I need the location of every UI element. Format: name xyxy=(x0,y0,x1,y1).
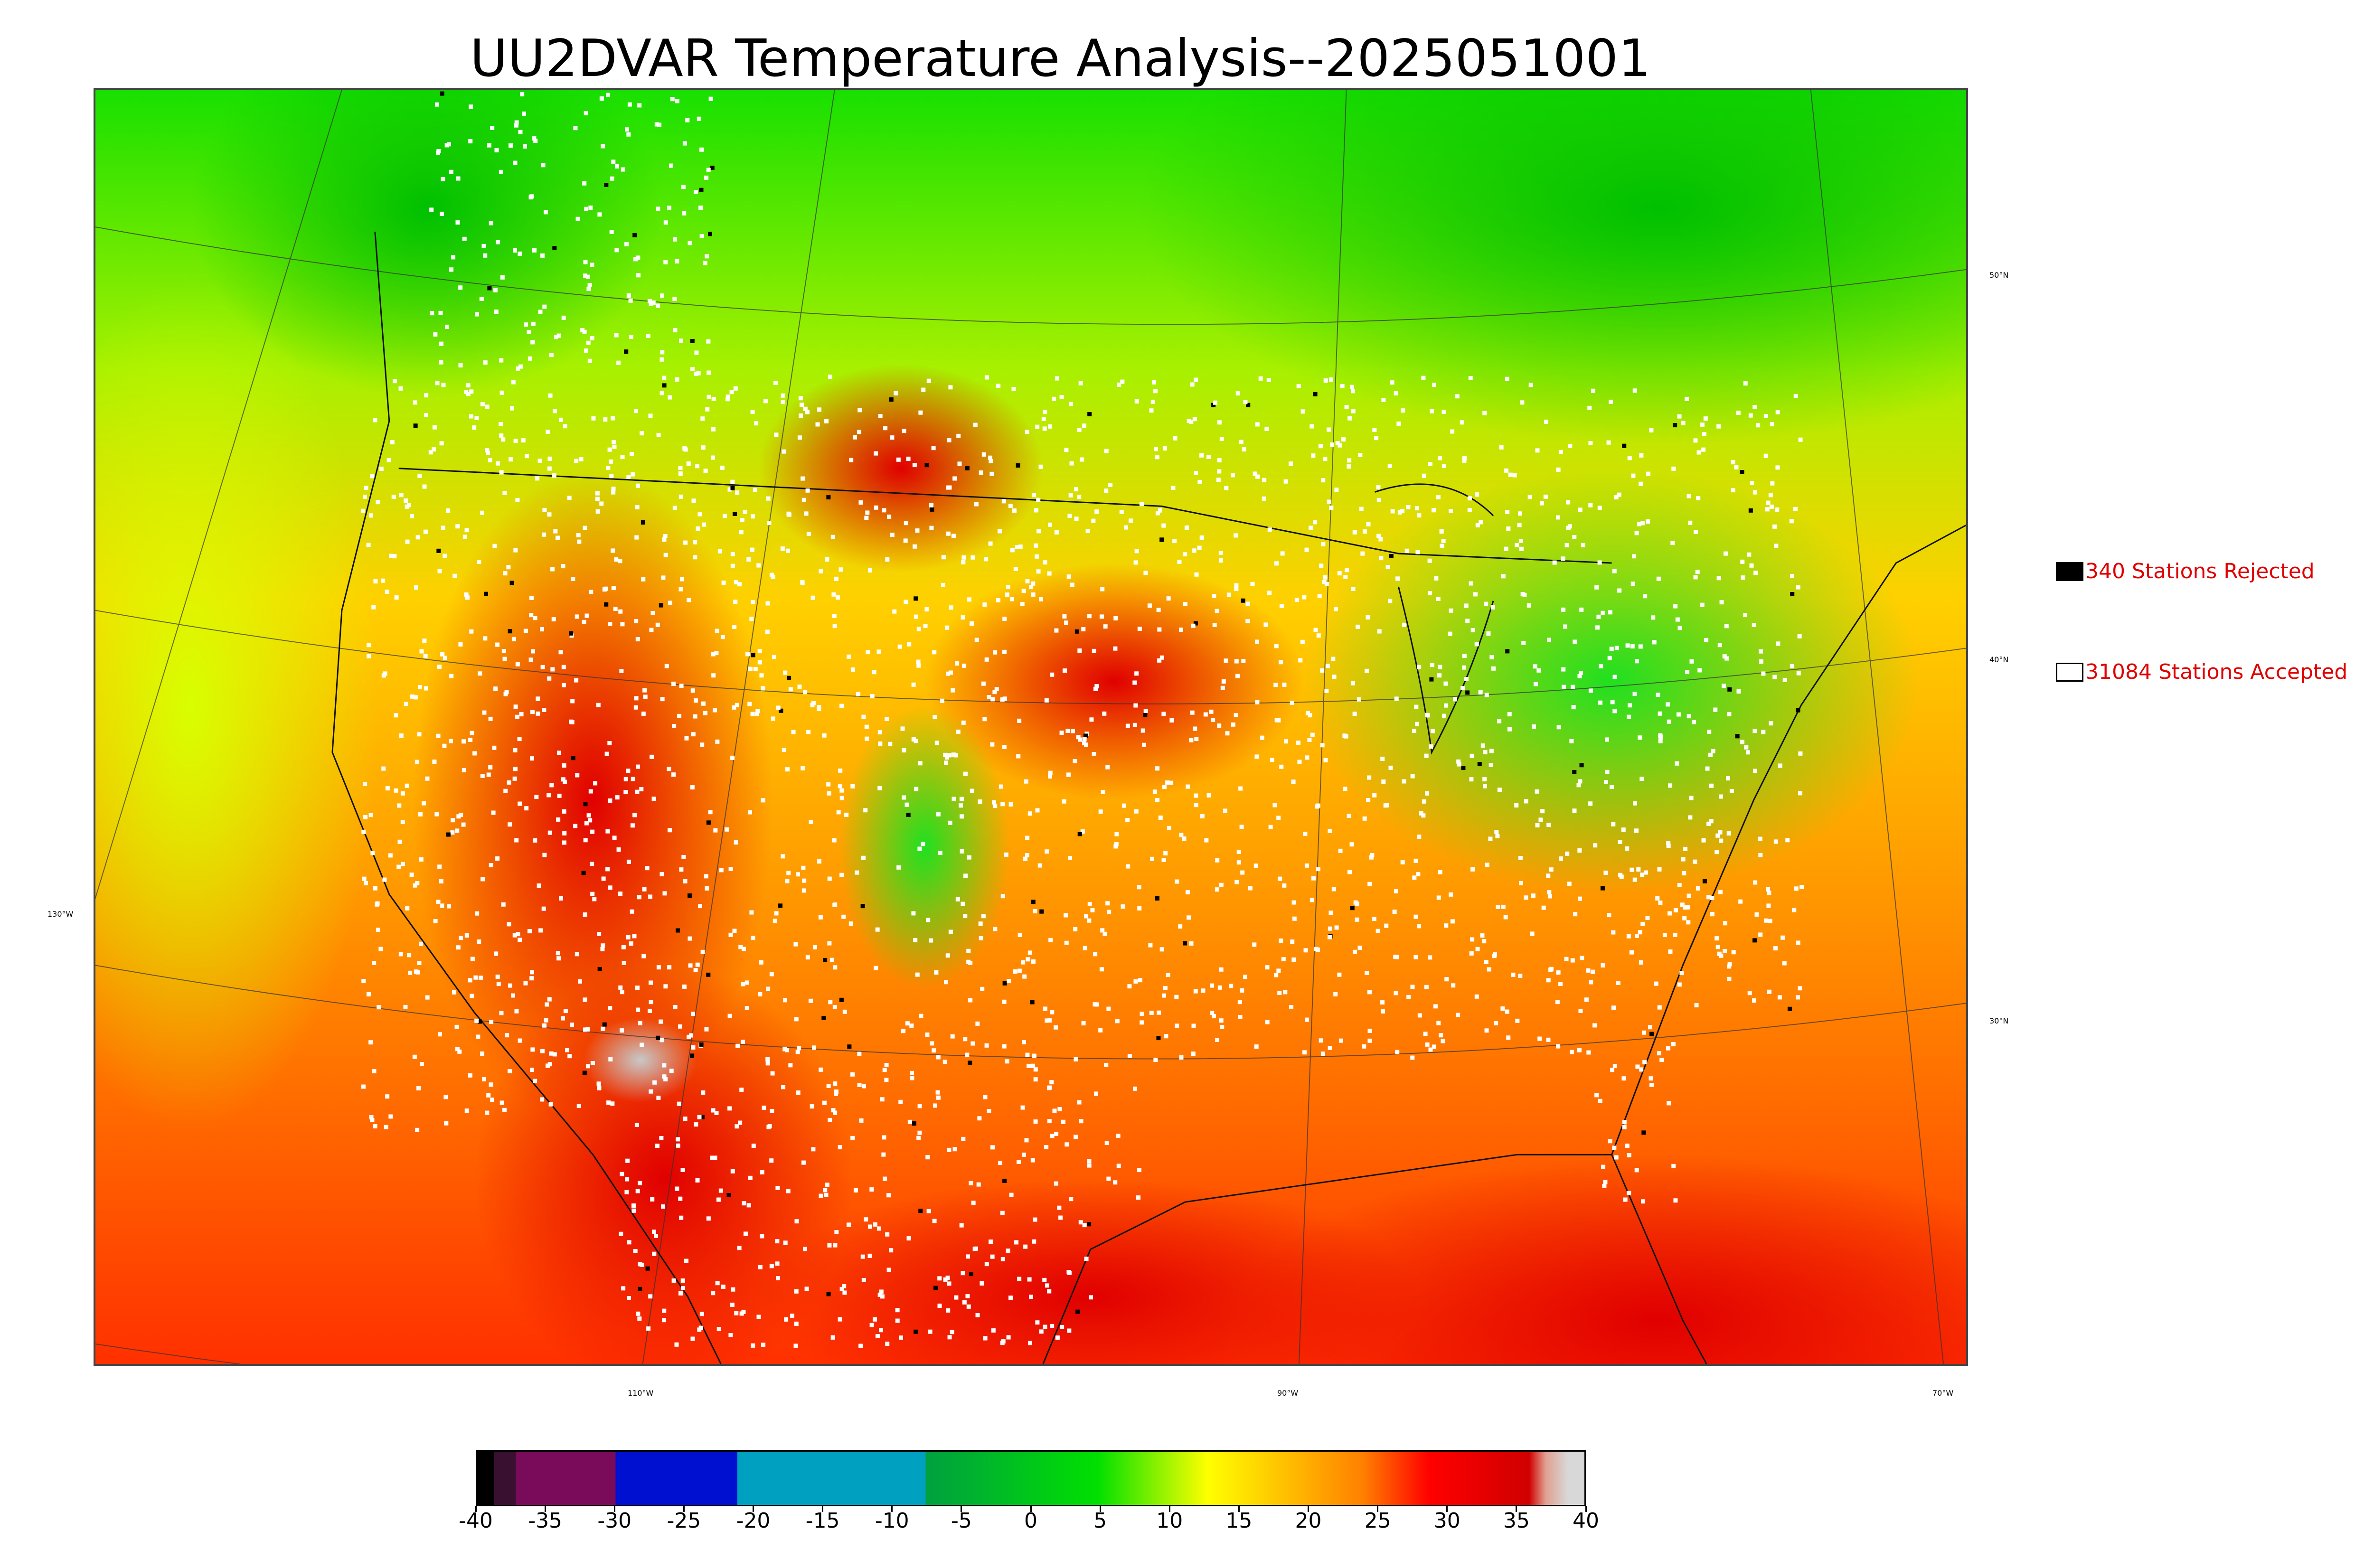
colorbar-tick-mark xyxy=(1168,1506,1170,1512)
colorbar-tick-label: 25 xyxy=(1364,1509,1391,1533)
lat-label-40: 40°N xyxy=(1989,655,2009,664)
colorbar-tick-mark xyxy=(822,1506,824,1512)
colorbar-tick-mark xyxy=(1099,1506,1101,1512)
colorbar-tick-mark xyxy=(475,1506,477,1512)
colorbar-tick-label: -10 xyxy=(875,1509,909,1533)
graticule xyxy=(95,90,1966,1364)
legend-rejected-label: 340 Stations Rejected xyxy=(2085,559,2315,583)
colorbar-tick-mark xyxy=(544,1506,546,1512)
rejected-swatch-icon xyxy=(2056,562,2083,581)
colorbar-tick-label: -15 xyxy=(805,1509,840,1533)
coastlines xyxy=(331,231,1966,1364)
colorbar-tick-label: -40 xyxy=(459,1509,493,1533)
colorbar-tick-mark xyxy=(1238,1506,1240,1512)
colorbar-tick-label: 0 xyxy=(1024,1509,1037,1533)
legend-accepted-label: 31084 Stations Accepted xyxy=(2085,660,2348,684)
map-title: UU2DVAR Temperature Analysis--2025051001 xyxy=(470,29,1651,88)
lon-label-130: 130°W xyxy=(47,910,74,919)
lon-label-90: 90°W xyxy=(1277,1389,1299,1398)
colorbar-tick-label: 40 xyxy=(1573,1509,1599,1533)
lon-label-110: 110°W xyxy=(628,1389,654,1398)
colorbar-tick-label: 15 xyxy=(1225,1509,1253,1533)
legend-rejected: 340 Stations Rejected xyxy=(2056,559,2315,583)
temperature-map[interactable] xyxy=(94,88,1968,1366)
colorbar-tick-mark xyxy=(1585,1506,1587,1512)
colorbar-tick-mark xyxy=(683,1506,685,1512)
colorbar-tick-mark xyxy=(613,1506,615,1512)
colorbar-tick-label: -20 xyxy=(736,1509,771,1533)
station-markers xyxy=(360,91,1804,1348)
colorbar-tick-mark xyxy=(753,1506,754,1512)
colorbar-tick-label: 35 xyxy=(1503,1509,1530,1533)
colorbar-tick-label: -25 xyxy=(667,1509,701,1533)
colorbar-tick-label: -35 xyxy=(528,1509,563,1533)
colorbar-tick-mark xyxy=(1030,1506,1032,1512)
colorbar-tick-mark xyxy=(891,1506,893,1512)
legend-accepted: 31084 Stations Accepted xyxy=(2056,660,2347,684)
temperature-field xyxy=(95,90,1966,1364)
temperature-colorbar xyxy=(476,1450,1586,1506)
colorbar-tick-mark xyxy=(1377,1506,1379,1512)
colorbar-tick-mark xyxy=(1308,1506,1309,1512)
colorbar-tick-label: 30 xyxy=(1433,1509,1460,1533)
colorbar-tick-label: -5 xyxy=(951,1509,972,1533)
colorbar-tick-mark xyxy=(1516,1506,1517,1512)
lat-label-30: 30°N xyxy=(1989,1016,2009,1025)
lon-label-70: 70°W xyxy=(1932,1389,1954,1398)
colorbar-tick-mark xyxy=(1446,1506,1448,1512)
colorbar-tick-mark xyxy=(961,1506,962,1512)
colorbar-tick-label: -30 xyxy=(597,1509,632,1533)
colorbar-tick-label: 20 xyxy=(1295,1509,1322,1533)
colorbar-tick-label: 10 xyxy=(1156,1509,1183,1533)
lat-label-50: 50°N xyxy=(1989,271,2009,280)
accepted-swatch-icon xyxy=(2056,662,2083,682)
colorbar-tick-label: 5 xyxy=(1093,1509,1107,1533)
